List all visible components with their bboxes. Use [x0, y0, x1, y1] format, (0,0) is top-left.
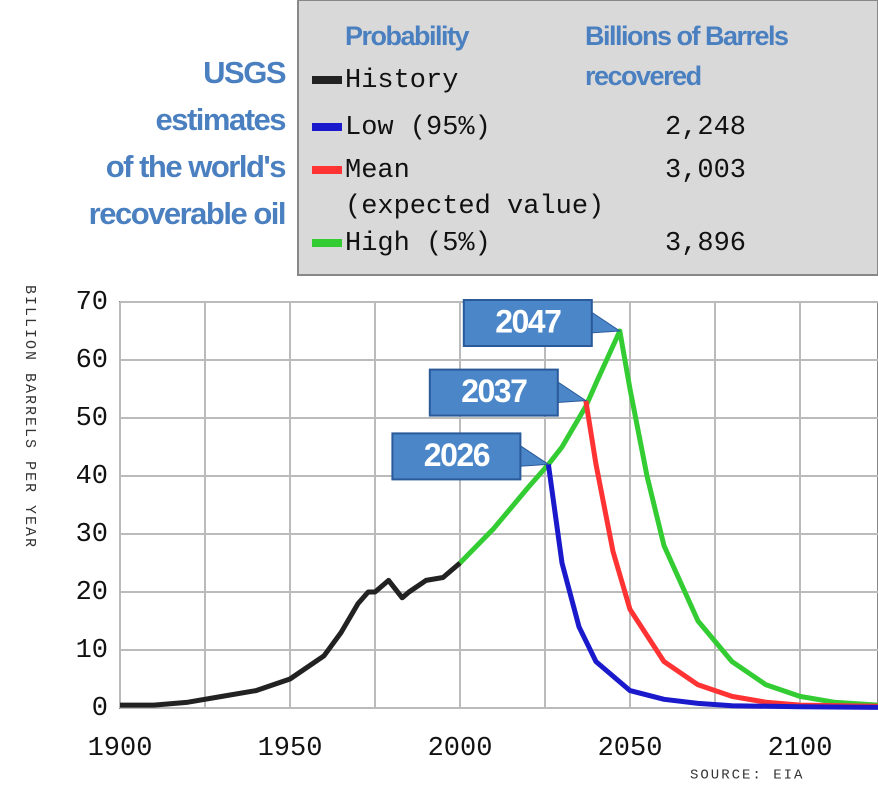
- title-line: recoverable oil: [89, 196, 285, 231]
- y-tick-label: 60: [76, 346, 108, 376]
- plot-area: [119, 301, 878, 709]
- x-tick-label: 1900: [88, 734, 153, 764]
- annotation-box: [428, 368, 559, 417]
- title-line: estimates: [155, 102, 285, 137]
- x-tick-label: 2050: [598, 734, 663, 764]
- x-tick-label: 2100: [768, 734, 833, 764]
- legend-value: 3,896: [665, 229, 746, 259]
- legend-header: Billions of Barrels: [585, 21, 788, 51]
- legend-label: High (5%): [345, 229, 491, 259]
- line: [120, 561, 462, 708]
- title-line: of the world's: [106, 149, 286, 184]
- annotation-label: 2026: [424, 437, 490, 473]
- legend-value: 2,248: [665, 113, 746, 143]
- legend-swatch: [312, 166, 342, 174]
- legend-header: recovered: [585, 61, 701, 91]
- line: [545, 464, 878, 710]
- x-tick-label: 2000: [428, 734, 493, 764]
- x-tick-label: 1950: [258, 734, 323, 764]
- y-tick-label: 10: [76, 636, 108, 666]
- y-tick-label: 30: [76, 520, 108, 550]
- annotation: 2047: [462, 299, 622, 347]
- legend-swatch: [312, 123, 342, 131]
- y-tick-label: 20: [76, 578, 108, 608]
- title-line: USGS: [203, 55, 286, 90]
- y-tick-label: 50: [76, 404, 108, 434]
- annotation: 2026: [391, 432, 550, 481]
- legend-value: 3,003: [665, 156, 746, 186]
- legend-label: Low (95%): [345, 113, 491, 143]
- legend-header: Probability: [345, 21, 470, 51]
- annotation-label: 2037: [461, 373, 527, 409]
- legend-box: [297, 0, 878, 276]
- y-tick-label: 40: [76, 462, 108, 492]
- y-axis-label: BILLION BARRELS PER YEAR: [21, 285, 38, 549]
- legend-label: Mean: [345, 156, 410, 186]
- line: [583, 400, 878, 709]
- annotation-box: [391, 432, 522, 481]
- annotation-label: 2047: [495, 303, 561, 339]
- legend-swatch: [312, 76, 342, 84]
- y-tick-label: 70: [76, 288, 108, 318]
- legend-label: History: [345, 66, 458, 96]
- legend-swatch: [312, 239, 342, 247]
- y-tick-label: 0: [92, 694, 108, 724]
- source: SOURCE: EIA: [690, 768, 804, 784]
- annotation-box: [462, 299, 593, 347]
- legend-note: (expected value): [345, 192, 604, 222]
- annotation: 2037: [428, 368, 588, 417]
- line: [458, 328, 878, 708]
